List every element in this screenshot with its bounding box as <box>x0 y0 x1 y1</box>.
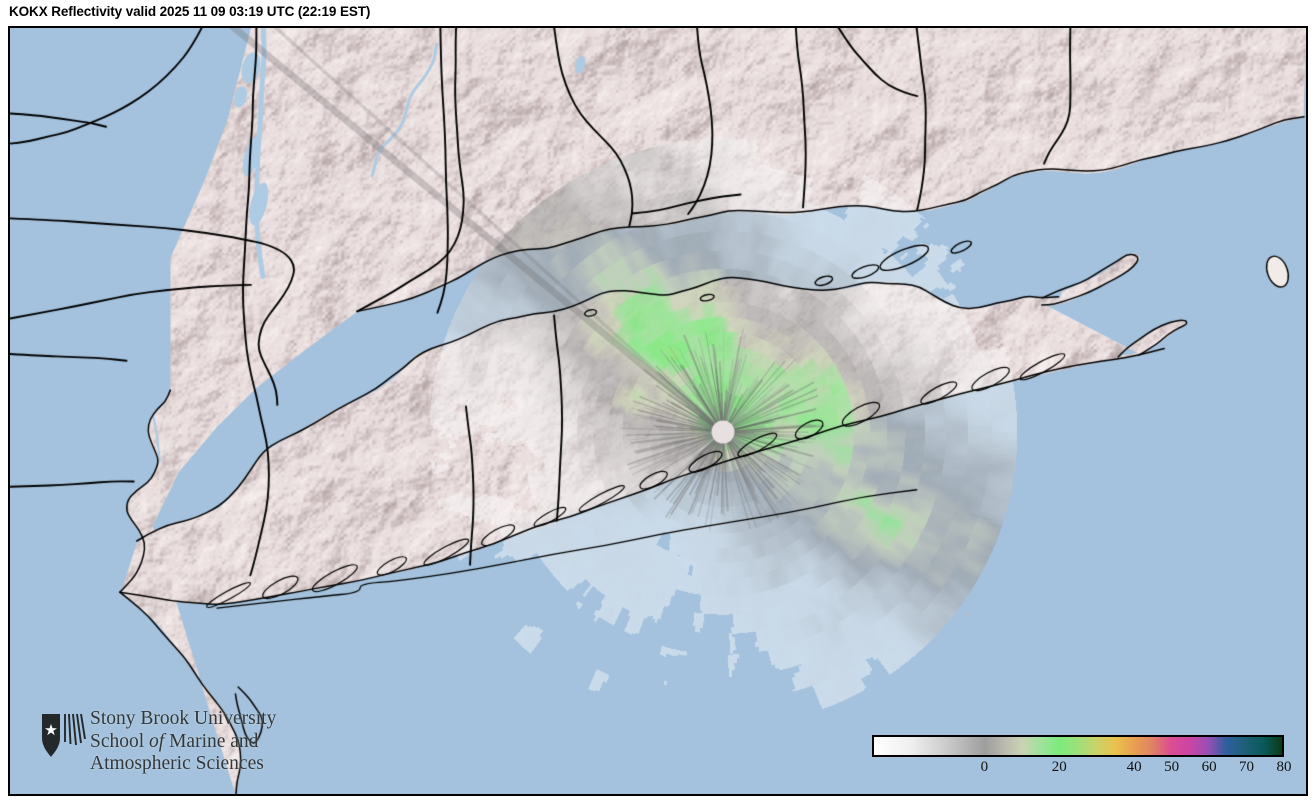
colorbar-tick-50: 50 <box>1164 759 1180 775</box>
colorbar-tick-80: 80 <box>1276 759 1292 775</box>
stony-brook-somas-logo: Stony Brook University School of Marine … <box>40 708 305 795</box>
logo-line-2-b: Marine and <box>164 730 259 752</box>
colorbar-bar <box>872 735 1284 757</box>
colorbar-gradient <box>874 737 1282 755</box>
title-bar: KOKX Reflectivity valid 2025 11 09 03:19… <box>0 0 1316 26</box>
logo-line-2: School of Marine and <box>90 731 340 754</box>
colorbar-tick-labels: 0 20 40 50 60 70 80 <box>872 759 1292 781</box>
radar-map-frame[interactable] <box>8 26 1308 796</box>
page-title: KOKX Reflectivity valid 2025 11 09 03:19… <box>9 4 371 19</box>
colorbar-tick-20: 20 <box>1051 759 1067 775</box>
colorbar-tick-40: 40 <box>1126 759 1142 775</box>
logo-line-2-a: School <box>90 730 150 752</box>
colorbar-tick-0: 0 <box>980 759 989 775</box>
logo-line-3: Atmospheric Sciences <box>90 753 264 774</box>
colorbar-tick-70: 70 <box>1239 759 1255 775</box>
logo-line-2-italic: of <box>149 730 165 752</box>
radar-reflectivity-map[interactable] <box>10 28 1306 794</box>
reflectivity-colorbar: 0 20 40 50 60 70 80 <box>872 735 1292 775</box>
logo-text: Stony Brook University School of Marine … <box>90 708 340 776</box>
colorbar-tick-60: 60 <box>1201 759 1217 775</box>
logo-line-1: Stony Brook University <box>90 708 277 729</box>
stony-brook-shield-icon <box>42 713 86 757</box>
